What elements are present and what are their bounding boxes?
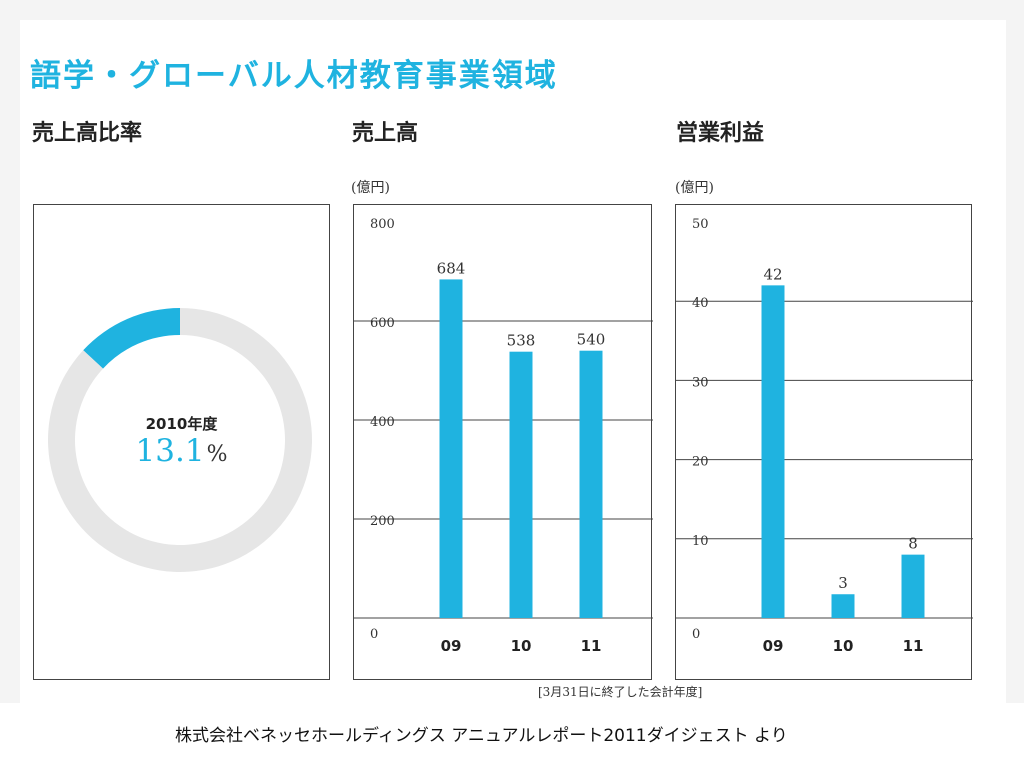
sales-ratio-donut-chart (47, 308, 312, 572)
sales-section-title: 売上高 (352, 121, 419, 146)
profit-data-label-10: 3 (838, 574, 848, 592)
donut-center-number: 13.1 (135, 433, 205, 469)
donut-center-year: 2010年度 (145, 415, 218, 433)
sales-panel: 0 200 400 600 800 684 09 538 10 540 11 (353, 204, 653, 680)
sales-y-tick-label: 600 (370, 316, 395, 331)
profit-bar-09 (761, 285, 785, 618)
sales-category-label-10: 10 (511, 637, 532, 655)
profit-panel: 0 10 20 30 40 50 42 09 3 10 8 11 (675, 204, 973, 680)
sales-bar-chart: 0 200 400 600 800 684 09 538 10 540 11 (354, 217, 653, 655)
sales-data-label-10: 538 (507, 332, 536, 350)
sales-bar-11 (579, 350, 603, 618)
sales-y-tick-label: 400 (370, 415, 395, 430)
profit-y-tick-label: 30 (692, 375, 709, 390)
sales-unit-label: (億円) (351, 180, 390, 196)
ratio-section-title: 売上高比率 (32, 121, 143, 146)
profit-category-label-09: 09 (763, 637, 784, 655)
sales-data-label-11: 540 (577, 331, 606, 349)
profit-y-tick-label: 0 (692, 627, 700, 642)
sales-ratio-panel: 2010年度 13.1% (33, 204, 330, 680)
sales-y-tick-label: 200 (370, 514, 395, 529)
profit-category-label-10: 10 (833, 637, 854, 655)
profit-y-tick-label: 40 (692, 296, 709, 311)
operating-profit-bar-chart: 0 10 20 30 40 50 42 09 3 10 8 11 (676, 217, 973, 655)
profit-y-tick-label: 20 (692, 455, 709, 470)
donut-center-value: 13.1% (34, 433, 329, 469)
donut-slice-0 (83, 308, 180, 369)
profit-unit-label: (億円) (675, 180, 714, 196)
source-credit: 株式会社ベネッセホールディングス アニュアルレポート2011ダイジェスト より (175, 726, 788, 746)
sales-data-label-09: 684 (437, 259, 466, 277)
profit-bar-11 (901, 554, 925, 618)
sales-bar-10 (509, 351, 533, 618)
sales-y-tick-label: 0 (370, 627, 378, 642)
profit-bar-10 (831, 594, 855, 618)
profit-y-tick-label: 50 (692, 217, 709, 232)
sales-category-label-09: 09 (441, 637, 462, 655)
donut-center-unit: % (206, 442, 228, 467)
profit-section-title: 営業利益 (676, 121, 765, 146)
sales-bar-09 (439, 279, 463, 618)
profit-y-tick-label: 10 (692, 534, 709, 549)
sales-category-label-11: 11 (581, 637, 602, 655)
sales-y-tick-label: 800 (370, 217, 395, 232)
fiscal-year-footnote: [3月31日に終了した会計年度] (538, 685, 703, 699)
profit-data-label-11: 8 (908, 535, 918, 553)
profit-category-label-11: 11 (903, 637, 924, 655)
profit-data-label-09: 42 (763, 265, 782, 283)
page-title: 語学・グローバル人材教育事業領域 (30, 58, 558, 94)
